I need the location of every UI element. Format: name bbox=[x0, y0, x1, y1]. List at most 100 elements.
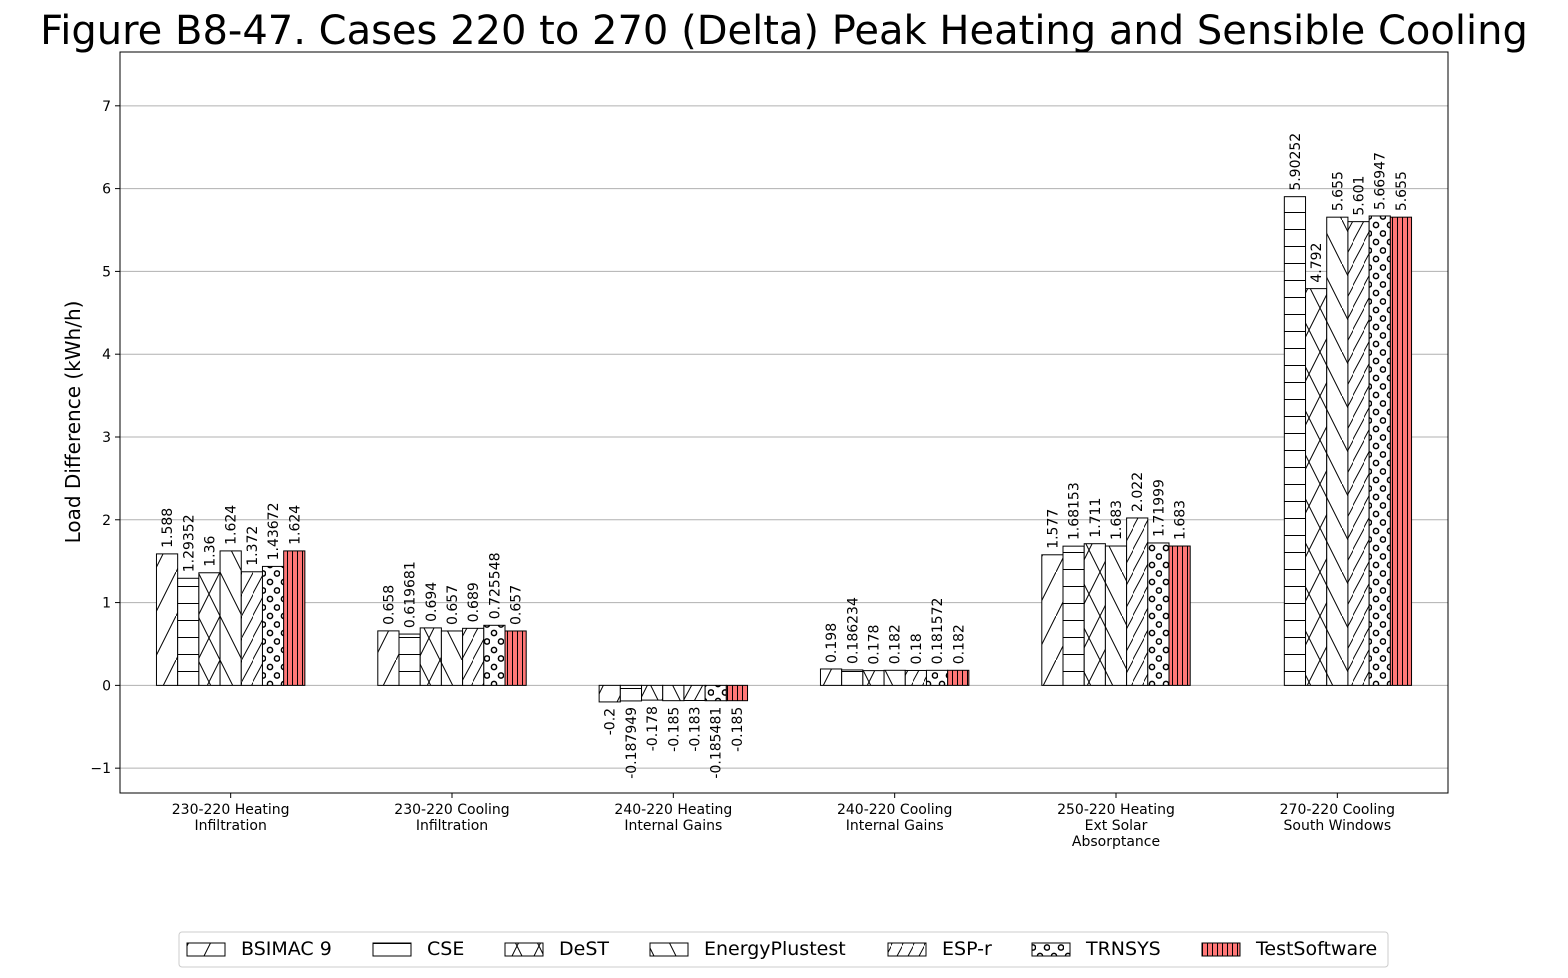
x-tick-label: Ext Solar bbox=[1085, 818, 1148, 834]
bar-value-label: 5.601 bbox=[1352, 176, 1368, 216]
legend-swatch-outline bbox=[504, 942, 544, 957]
bar-outline bbox=[1389, 216, 1413, 686]
bar-outline bbox=[904, 669, 927, 686]
y-tick-label: 1 bbox=[102, 596, 111, 612]
bar-outline bbox=[947, 669, 970, 686]
bar-value-label: -0.183 bbox=[688, 707, 704, 752]
bar-outline bbox=[1168, 545, 1191, 686]
x-tick-label: South Windows bbox=[1284, 818, 1392, 834]
legend-swatch-outline bbox=[887, 942, 927, 957]
bar-outline bbox=[662, 684, 685, 702]
legend-label: DeST bbox=[559, 938, 609, 960]
bar-value-label: 0.657 bbox=[509, 585, 525, 625]
legend-swatch-outline bbox=[372, 942, 412, 957]
legend-box bbox=[178, 931, 1389, 968]
x-tick-label: 240-220 Heating bbox=[614, 802, 732, 818]
bar-outline bbox=[704, 684, 727, 702]
bar-outline bbox=[925, 669, 949, 686]
bar-value-label: 5.655 bbox=[1394, 171, 1410, 211]
bar-value-label: 1.683 bbox=[1173, 500, 1189, 540]
bar-outline bbox=[841, 669, 864, 686]
plot-frame bbox=[119, 51, 1449, 794]
legend-label: BSIMAC 9 bbox=[241, 938, 332, 960]
bar-value-label: -0.185 bbox=[730, 707, 746, 752]
y-tick-label: 3 bbox=[102, 430, 111, 446]
bar-value-label: 0.198 bbox=[824, 623, 840, 663]
bar-outline bbox=[504, 630, 527, 686]
legend-label: ESP-r bbox=[942, 938, 992, 960]
bar-value-label: 1.588 bbox=[160, 508, 176, 548]
bar-outline bbox=[683, 684, 706, 702]
x-tick-label: 270-220 Cooling bbox=[1280, 802, 1395, 818]
bar-value-label: 5.90252 bbox=[1288, 133, 1304, 191]
legend-label: TRNSYS bbox=[1085, 938, 1161, 960]
bar-value-label: 0.657 bbox=[445, 585, 461, 625]
y-tick-label: 4 bbox=[102, 347, 111, 363]
y-tick-label: 0 bbox=[102, 678, 111, 694]
bar-outline bbox=[155, 553, 179, 686]
legend-swatch-outline bbox=[1201, 942, 1241, 957]
bar-value-label: 1.43672 bbox=[266, 503, 282, 561]
bar-value-label: 0.619681 bbox=[403, 561, 419, 628]
bar-outline bbox=[862, 670, 885, 686]
y-tick-label: 5 bbox=[102, 264, 111, 280]
bar-value-label: 0.689 bbox=[466, 582, 482, 622]
bar-value-label: 1.683 bbox=[1109, 500, 1125, 540]
bar-outline bbox=[1062, 545, 1085, 686]
bar-value-label: 1.577 bbox=[1045, 509, 1061, 549]
x-tick-label: 230-220 Cooling bbox=[394, 802, 509, 818]
bar-outline bbox=[377, 630, 400, 686]
bar-value-label: -0.185 bbox=[666, 707, 682, 752]
x-tick-label: Absorptance bbox=[1072, 834, 1160, 850]
bar-outline bbox=[1347, 221, 1370, 686]
bar-value-label: 2.022 bbox=[1130, 472, 1146, 512]
y-axis-label: Load Difference (kWh/h) bbox=[61, 301, 85, 544]
bar-outline bbox=[219, 550, 242, 686]
x-tick-label: 250-220 Heating bbox=[1057, 802, 1175, 818]
bar-value-label: 1.624 bbox=[287, 505, 303, 545]
y-axis: −1 0 1 2 3 4 5 6 7 bbox=[90, 99, 120, 777]
bar-outline bbox=[240, 571, 263, 686]
bar-value-label: 1.68153 bbox=[1067, 482, 1083, 540]
bar-value-label: -0.2 bbox=[603, 708, 619, 735]
bar-value-label: 0.186234 bbox=[845, 597, 861, 664]
bar-value-label: 0.725548 bbox=[487, 552, 503, 619]
bar-value-label: 1.372 bbox=[245, 526, 261, 566]
bar-outline bbox=[1041, 554, 1064, 686]
bar-value-label: 0.182 bbox=[888, 624, 904, 664]
bar-value-label: 1.71999 bbox=[1151, 479, 1167, 537]
legend-swatch-outline bbox=[649, 942, 689, 957]
bar-value-label: 5.655 bbox=[1330, 171, 1346, 211]
bar-outline bbox=[1104, 545, 1128, 686]
bar-value-label: 0.658 bbox=[381, 585, 397, 625]
bar-value-label: 0.181572 bbox=[930, 598, 946, 665]
bar-outline bbox=[419, 627, 442, 686]
y-tick-label: 6 bbox=[102, 182, 111, 198]
bar-outline bbox=[1368, 215, 1391, 686]
bar-outline bbox=[177, 577, 200, 686]
bar-outline bbox=[725, 684, 749, 702]
y-tick-label: 7 bbox=[102, 99, 111, 115]
bar-value-label: 0.694 bbox=[424, 582, 440, 622]
legend-label: CSE bbox=[427, 938, 464, 960]
bar-value-label: 5.66947 bbox=[1373, 152, 1389, 210]
x-tick-label: Infiltration bbox=[416, 818, 488, 834]
y-tick-label: 2 bbox=[102, 513, 111, 529]
bar-outline bbox=[483, 624, 506, 686]
bar-outline bbox=[283, 550, 306, 686]
legend-label: EnergyPlustest bbox=[704, 938, 846, 960]
legend-swatch-outline bbox=[1031, 942, 1071, 957]
x-tick-label: 230-220 Heating bbox=[172, 802, 290, 818]
bar-value-label: 0.178 bbox=[866, 625, 882, 665]
bar-outline bbox=[819, 668, 843, 686]
bar-outline bbox=[261, 565, 285, 686]
bar-outline bbox=[398, 633, 421, 686]
legend-swatch-outline bbox=[186, 942, 226, 957]
bar-outline bbox=[598, 684, 621, 703]
legend: BSIMAC 9 CSE DeST EnergyPlustest ESP-r TRNSYS… bbox=[178, 931, 1389, 968]
bar-outline bbox=[1283, 196, 1307, 686]
bar-labels: 1.588 1.29352 1.36 1.624 1.372 1.43672 1.624 0.… bbox=[160, 133, 1410, 779]
x-tick-label: Internal Gains bbox=[846, 818, 944, 834]
